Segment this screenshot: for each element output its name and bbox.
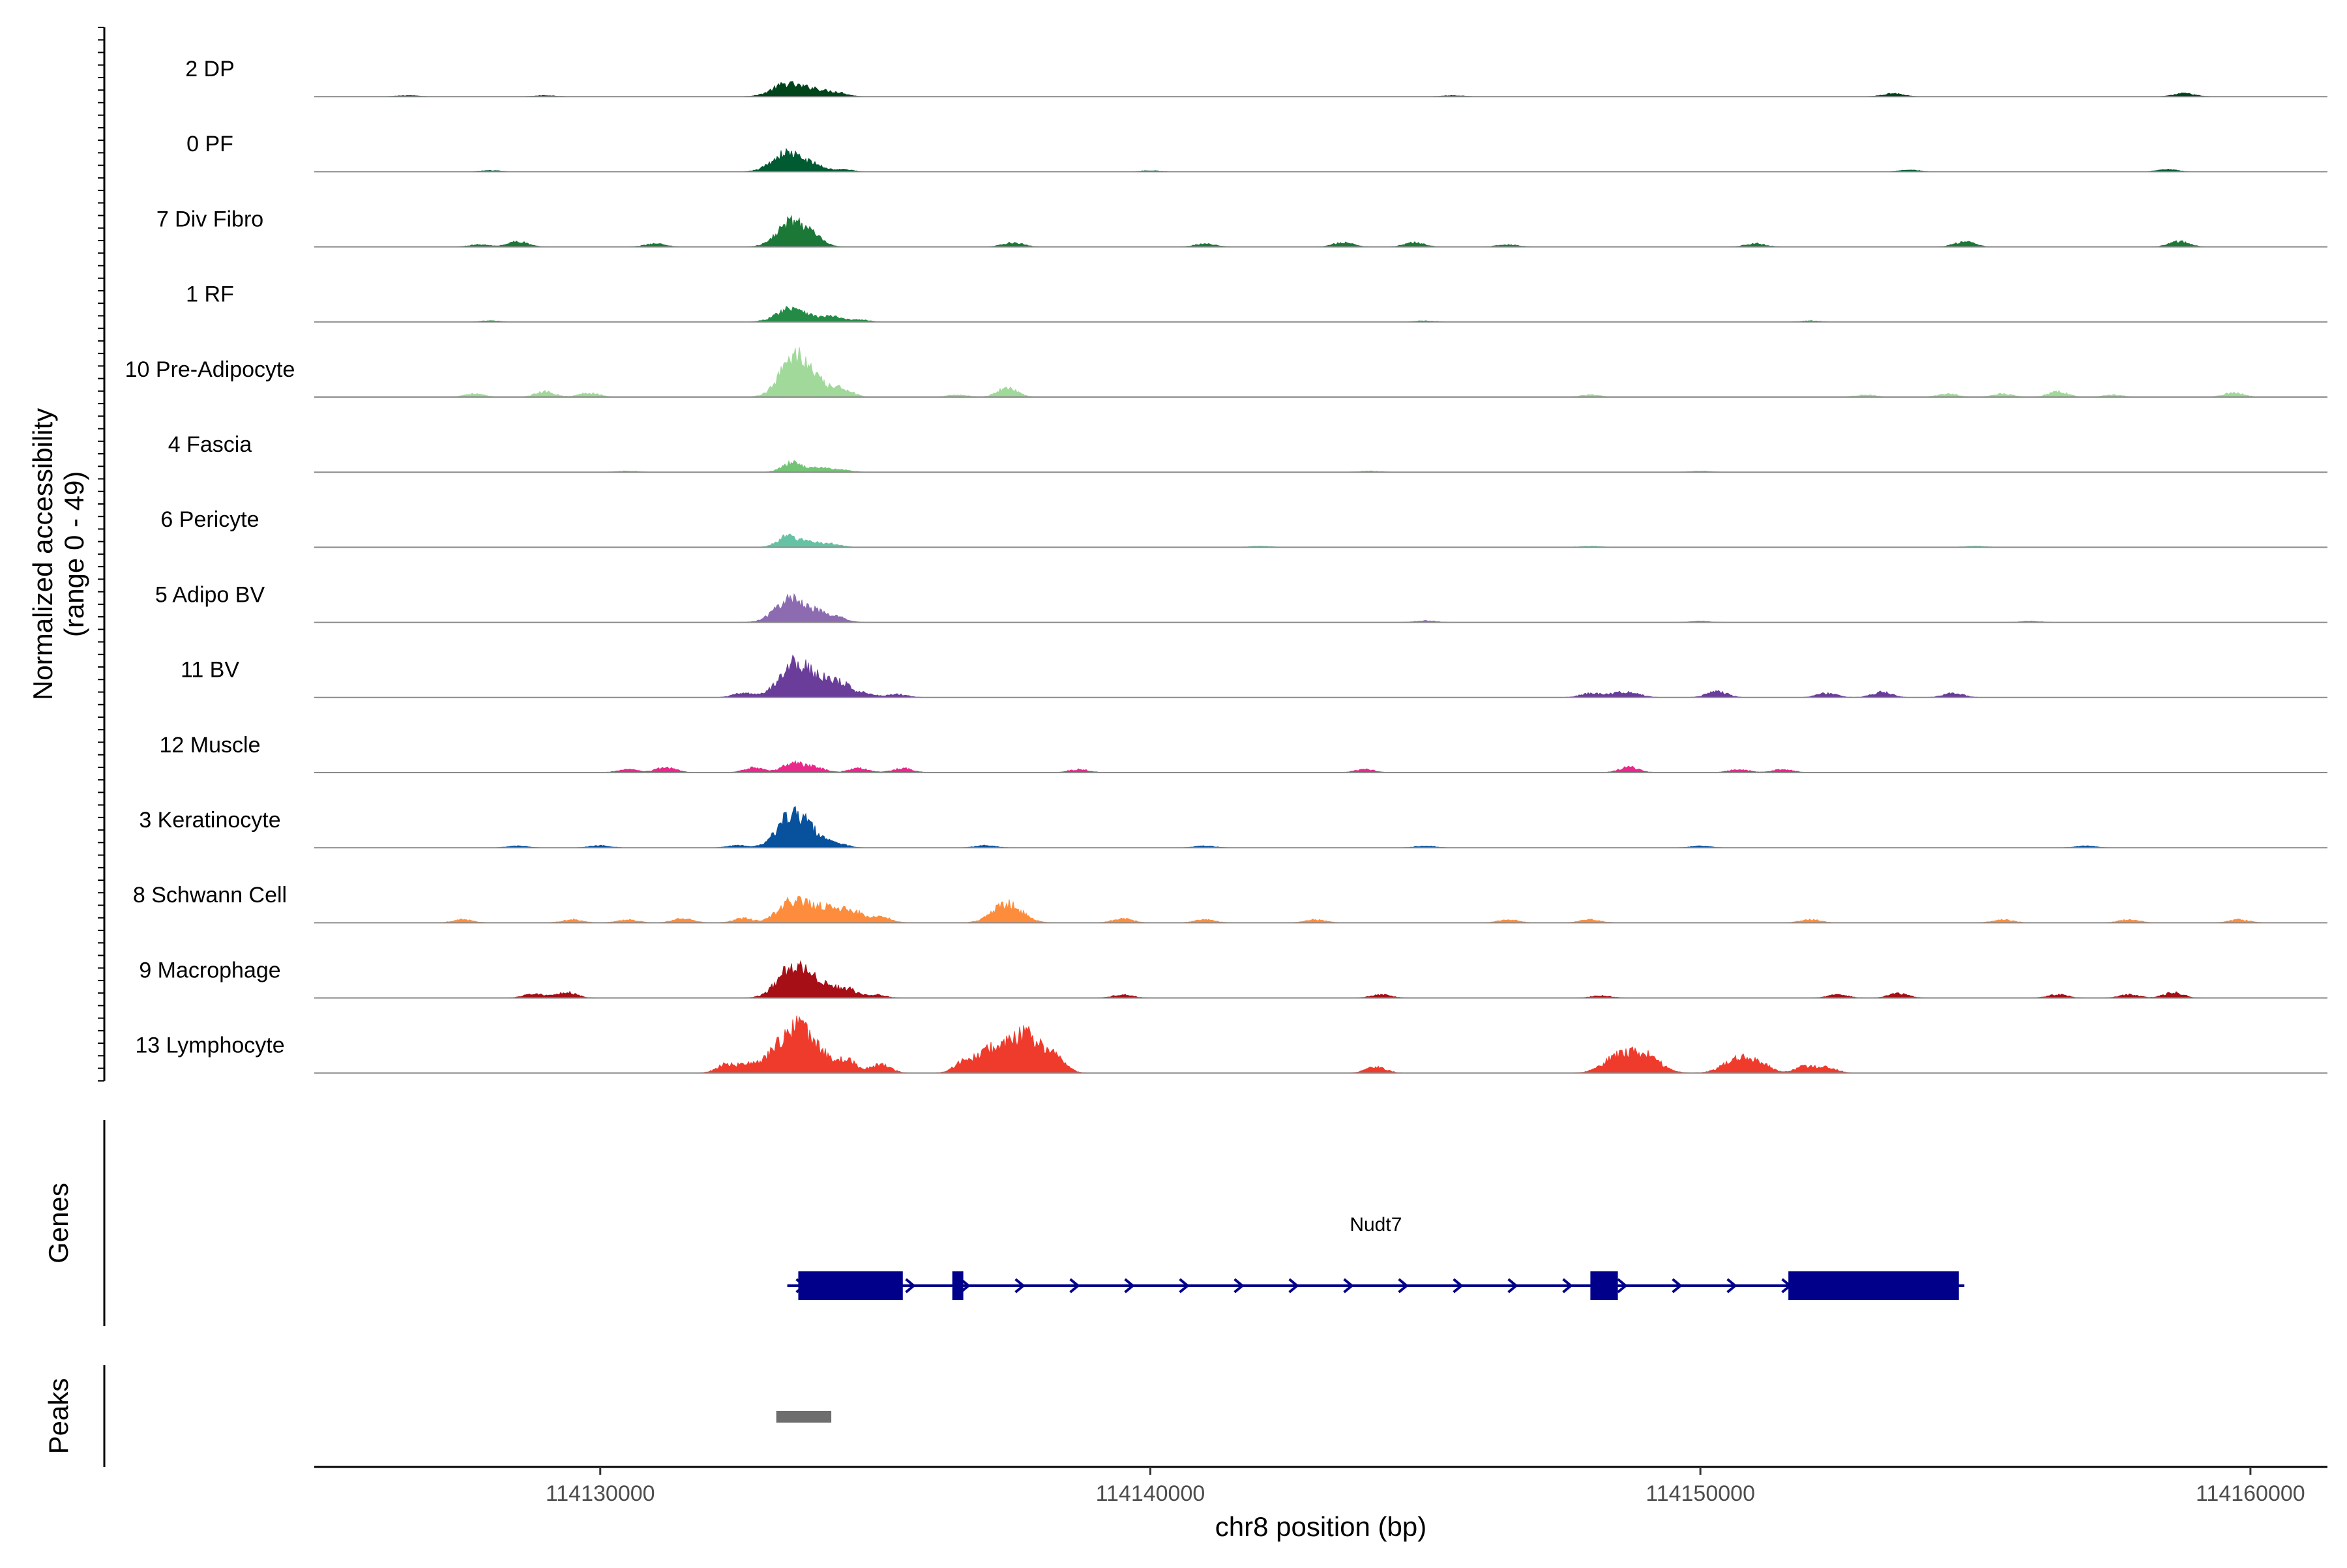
y-axis-title: Normalized accessibility — [27, 408, 58, 700]
track-label: 8 Schwann Cell — [133, 883, 287, 908]
track-label: 6 Pericyte — [160, 507, 259, 532]
gene-exon — [1788, 1271, 1959, 1300]
strand-arrow — [960, 1278, 971, 1294]
track-label: 13 Lymphocyte — [135, 1033, 284, 1058]
strand-arrow — [1069, 1278, 1080, 1294]
strand-arrow — [1014, 1278, 1026, 1294]
strand-arrow — [1562, 1278, 1573, 1294]
coverage-tracks: 2 DP 0 PF 7 Div Fibro 1 RF 10 Pre-Adipocyte 4… — [125, 57, 2327, 1074]
coverage-area — [314, 806, 2327, 848]
coverage-area — [314, 593, 2327, 623]
genes-panel-title: Genes — [43, 1183, 74, 1264]
x-tick-label: 114160000 — [2196, 1481, 2305, 1506]
track-6: 4 Fascia — [168, 432, 2327, 473]
gene-exon — [798, 1271, 903, 1300]
track-label: 12 Muscle — [160, 733, 261, 758]
coverage-area — [314, 147, 2327, 172]
strand-arrow — [1507, 1278, 1518, 1294]
strand-arrow — [1179, 1278, 1190, 1294]
y-axis: Normalized accessibility (range 0 - 49) — [27, 27, 106, 1082]
track-label: 2 DP — [185, 57, 235, 81]
strand-arrow — [1672, 1278, 1683, 1294]
track-2: 0 PF — [186, 132, 2327, 173]
genes-panel: Genes Nudt7 — [43, 1120, 1965, 1326]
track-12: 8 Schwann Cell — [133, 883, 2327, 924]
coverage-area — [314, 654, 2327, 698]
strand-arrow — [1288, 1278, 1299, 1294]
track-9: 11 BV — [181, 654, 2327, 698]
track-label: 3 Keratinocyte — [139, 808, 280, 833]
strand-arrow — [1617, 1278, 1628, 1294]
peaks-panel-title: Peaks — [43, 1378, 74, 1455]
peaks-panel: Peaks — [43, 1365, 832, 1467]
coverage-area — [314, 347, 2327, 398]
track-label: 4 Fascia — [168, 432, 252, 457]
strand-arrow — [1398, 1278, 1409, 1294]
gene-exon — [1590, 1271, 1618, 1300]
track-4: 1 RF — [186, 282, 2327, 323]
coverage-area — [314, 533, 2327, 548]
y-axis-range: (range 0 - 49) — [59, 471, 89, 637]
strand-arrow — [1343, 1278, 1354, 1294]
track-label: 10 Pre-Adipocyte — [125, 357, 295, 382]
strand-arrow — [1124, 1278, 1135, 1294]
track-3: 7 Div Fibro — [156, 207, 2327, 248]
track-label: 9 Macrophage — [139, 958, 280, 983]
track-label: 11 BV — [181, 658, 239, 683]
strand-arrow — [1233, 1278, 1245, 1294]
gene-exon — [952, 1271, 964, 1300]
peak-region — [776, 1411, 832, 1423]
track-10: 12 Muscle — [160, 733, 2327, 773]
coverage-area — [314, 1015, 2327, 1074]
coverage-area — [314, 81, 2327, 97]
coverage-area — [314, 306, 2327, 323]
track-7: 6 Pericyte — [160, 507, 2327, 548]
track-1: 2 DP — [185, 57, 2327, 98]
x-axis-title: chr8 position (bp) — [1215, 1511, 1427, 1542]
track-label: 0 PF — [186, 132, 233, 156]
strand-arrow — [1726, 1278, 1737, 1294]
coverage-area — [314, 214, 2327, 248]
coverage-area — [314, 895, 2327, 923]
strand-arrow — [905, 1278, 916, 1294]
track-label: 1 RF — [186, 282, 234, 307]
track-8: 5 Adipo BV — [155, 582, 2327, 623]
track-label: 5 Adipo BV — [155, 582, 265, 607]
track-label: 7 Div Fibro — [156, 207, 263, 231]
gene-name-label: Nudt7 — [1350, 1214, 1402, 1235]
strand-arrow — [1453, 1278, 1464, 1294]
track-14: 13 Lymphocyte — [135, 1015, 2327, 1074]
x-tick-label: 114130000 — [546, 1481, 655, 1506]
x-tick-label: 114140000 — [1096, 1481, 1205, 1506]
track-11: 3 Keratinocyte — [139, 806, 2327, 849]
x-tick-label: 114150000 — [1646, 1481, 1755, 1506]
coverage-area — [314, 960, 2327, 999]
x-axis: chr8 position (bp) 114130000 114140000 114… — [314, 1466, 2327, 1542]
coverage-area — [314, 460, 2327, 473]
coverage-area — [314, 760, 2327, 773]
track-13: 9 Macrophage — [139, 958, 2327, 999]
track-5: 10 Pre-Adipocyte — [125, 347, 2327, 398]
